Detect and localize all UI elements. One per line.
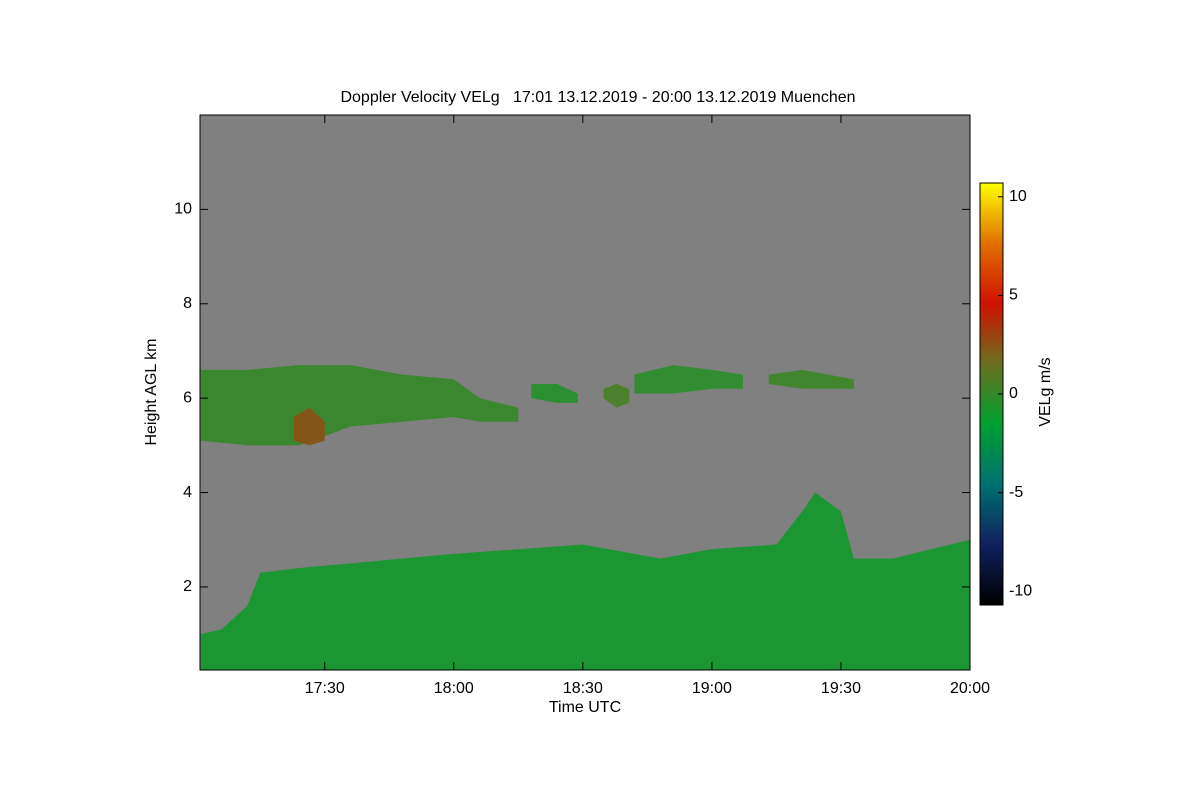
cloud-region — [293, 407, 325, 446]
cloud-region — [634, 365, 743, 394]
chart-title: Doppler Velocity VELg 17:01 13.12.2019 -… — [340, 89, 855, 106]
colorbar-tick-label: -5 — [1009, 484, 1023, 501]
plot-frame — [199, 114, 971, 671]
x-tick-label: 17:30 — [305, 680, 345, 697]
y-tick-label: 4 — [183, 484, 192, 501]
y-tick-label: 2 — [183, 578, 192, 595]
x-tick-label: 19:30 — [821, 680, 861, 697]
y-tick-label: 10 — [174, 201, 192, 218]
x-tick-label: 18:00 — [434, 680, 474, 697]
x-tick-label: 20:00 — [950, 680, 990, 697]
colorbar-tick-label: 5 — [1009, 287, 1018, 304]
cloud-region — [200, 365, 519, 446]
colorbar-tick-label: 10 — [1009, 188, 1027, 205]
x-tick-label: 18:30 — [563, 680, 603, 697]
y-tick-label: 8 — [183, 295, 192, 312]
cloud-region — [603, 384, 630, 408]
y-axis-label: Height AGL km — [143, 338, 160, 445]
colorbar-tick-label: -10 — [1009, 582, 1032, 599]
cloud-region — [768, 369, 854, 389]
x-tick-label: 19:00 — [692, 680, 732, 697]
colorbar-label: VELg m/s — [1037, 357, 1054, 426]
cloud-region — [200, 492, 970, 670]
colorbar-tick-label: 0 — [1009, 385, 1018, 402]
cloud-region — [531, 384, 578, 403]
x-axis-label: Time UTC — [549, 699, 621, 716]
y-tick-label: 6 — [183, 389, 192, 406]
